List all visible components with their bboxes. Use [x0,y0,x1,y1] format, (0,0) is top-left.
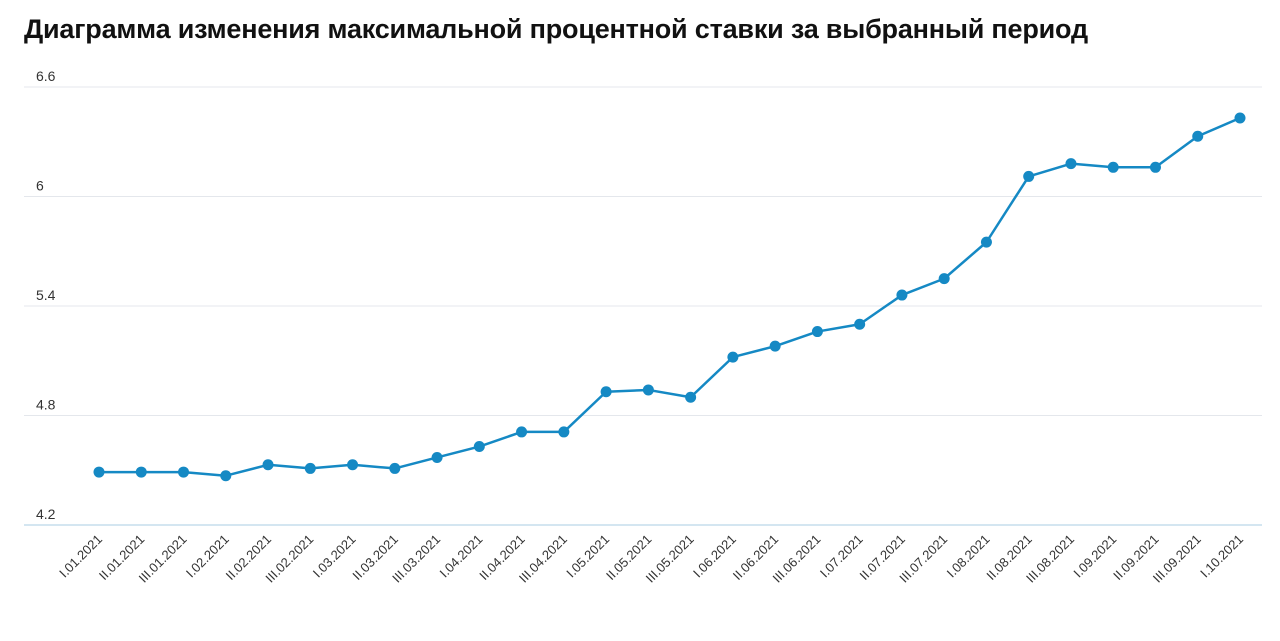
data-point[interactable] [600,386,612,398]
data-point[interactable] [1192,130,1204,142]
data-point[interactable] [1023,170,1035,182]
data-point[interactable] [642,384,654,396]
data-point[interactable] [1234,112,1246,124]
x-tick-label: I.10.2021 [1197,532,1246,581]
data-point[interactable] [220,470,232,482]
data-point[interactable] [1107,161,1119,173]
y-tick-label: 4.8 [36,397,56,413]
data-points [93,112,1246,482]
data-point[interactable] [516,426,528,438]
data-point[interactable] [896,289,908,301]
data-point[interactable] [854,318,866,330]
data-point[interactable] [135,466,147,478]
chart-title: Диаграмма изменения максимальной процент… [24,14,1088,44]
y-axis-tick-labels: 4.2 4.8 5.4 6 6.6 [36,68,56,522]
y-tick-label: 5.4 [36,287,56,303]
y-tick-label: 4.2 [36,506,56,522]
x-axis-tick-labels: I.01.2021II.01.2021III.01.2021I.02.2021I… [56,532,1246,586]
data-point[interactable] [93,466,105,478]
data-point[interactable] [262,459,274,471]
y-tick-label: 6.6 [36,68,56,84]
data-point[interactable] [304,462,316,474]
series-line [97,116,1242,477]
data-point[interactable] [389,462,401,474]
data-point[interactable] [1149,161,1161,173]
data-point[interactable] [178,466,190,478]
series-path [97,116,1242,477]
data-point[interactable] [558,426,570,438]
data-point[interactable] [811,326,823,338]
data-point[interactable] [347,459,359,471]
y-tick-label: 6 [36,178,44,194]
data-point[interactable] [1065,158,1077,170]
data-point[interactable] [727,351,739,363]
grid-lines [24,86,1262,526]
data-point[interactable] [980,236,992,248]
data-point[interactable] [938,273,950,285]
data-point[interactable] [431,451,443,463]
data-point[interactable] [685,391,697,403]
data-point[interactable] [473,441,485,453]
data-point[interactable] [769,340,781,352]
